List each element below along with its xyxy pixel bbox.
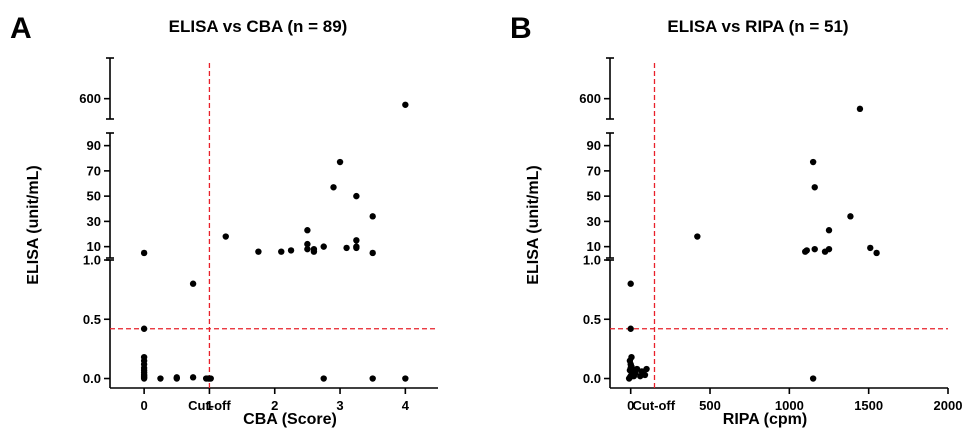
panel-letter-b: B [510, 12, 532, 45]
data-point-a [304, 245, 311, 253]
data-point-b [825, 245, 833, 253]
x-tick-label-1000-b: 1000 [775, 398, 804, 413]
y-tick-label-30-a: 30 [87, 214, 101, 229]
data-point-a [402, 375, 409, 382]
data-point-b [811, 184, 818, 191]
chart-title-a: ELISA vs CBA (n = 89) [169, 17, 348, 36]
data-point-a [369, 249, 376, 257]
y-tick-label-10-a: 10 [87, 239, 101, 254]
x-tick-label-4-a: 4 [402, 398, 410, 413]
data-point-a [189, 374, 197, 381]
x-tick-label-1-a: 1 [206, 398, 213, 413]
chart-title-b: ELISA vs RIPA (n = 51) [667, 17, 848, 36]
data-point-a [353, 192, 360, 200]
data-point-b [633, 365, 641, 373]
data-point-b [627, 280, 634, 287]
y-tick-label-0.0-b: 0.0 [583, 371, 601, 386]
data-point-b [628, 353, 635, 361]
data-point-a [278, 248, 285, 255]
data-point-a [287, 247, 295, 254]
y-tick-label-0.5-b: 0.5 [583, 312, 601, 327]
x-tick-label-0-b: 0 [627, 398, 634, 413]
data-point-a [255, 248, 262, 255]
panel-letter-a: A [10, 12, 32, 45]
data-point-b [627, 325, 634, 332]
x-axis-label-a: CBA (Score) [243, 411, 337, 428]
data-point-b [641, 371, 649, 379]
data-point-a [140, 353, 148, 361]
x-tick-label-1500-b: 1500 [854, 398, 883, 413]
data-point-a [353, 237, 360, 244]
data-point-a [369, 375, 376, 382]
y-tick-label-1.0-b: 1.0 [583, 253, 601, 268]
data-point-b [873, 249, 880, 257]
data-point-a [310, 245, 318, 253]
data-point-a [140, 249, 148, 257]
y-tick-label-70-a: 70 [87, 163, 101, 178]
data-point-a [369, 213, 376, 220]
x-tick-label-0-a: 0 [141, 398, 148, 413]
y-tick-label-1.0-a: 1.0 [83, 253, 101, 268]
cutoff-label-b: Cut-off [632, 398, 675, 413]
x-tick-label-500-b: 500 [699, 398, 721, 413]
data-point-a [330, 184, 337, 191]
data-point-a [304, 240, 311, 248]
data-point-b [643, 365, 650, 373]
data-point-b [809, 375, 817, 382]
x-tick-label-2-a: 2 [271, 398, 278, 413]
panel-b: B ELISA vs RIPA (n = 51) RIPA (cpm) ELIS… [510, 12, 962, 428]
x-axis-label-b: RIPA (cpm) [723, 411, 807, 428]
data-point-b [856, 105, 864, 113]
y-axis-label-a: ELISA (unit/mL) [25, 165, 42, 284]
y-tick-label-90-a: 90 [87, 138, 101, 153]
data-point-a [343, 244, 350, 252]
plot-area-b: 0.0 0.5 1.010 30 50 70 90 600 0 500 1000 1500 2000 Cu… [579, 57, 963, 413]
data-point-b [825, 227, 833, 234]
data-point-a [189, 280, 197, 287]
data-point-a [402, 101, 409, 108]
data-point-a [320, 243, 327, 250]
y-tick-label-90-b: 90 [587, 138, 601, 153]
y-tick-label-10-b: 10 [587, 239, 601, 254]
y-tick-label-600-b: 600 [579, 91, 601, 106]
data-point-b [811, 245, 818, 253]
data-point-a [207, 375, 214, 382]
data-point-a [222, 233, 229, 240]
data-point-a [140, 325, 148, 332]
y-axis-label-b: ELISA (unit/mL) [525, 165, 542, 284]
data-point-a [320, 375, 327, 382]
x-tick-label-2000-b: 2000 [934, 398, 963, 413]
cutoff-label-a: Cut-off [188, 398, 231, 413]
y-tick-label-0.0-a: 0.0 [83, 371, 101, 386]
y-tick-label-30-b: 30 [587, 214, 601, 229]
data-point-a [304, 227, 311, 234]
y-tick-label-70-b: 70 [587, 163, 601, 178]
data-point-b [867, 244, 874, 252]
y-tick-label-0.5-a: 0.5 [83, 312, 101, 327]
data-point-b [809, 158, 817, 166]
data-point-b [694, 233, 701, 240]
y-tick-label-600-a: 600 [79, 91, 101, 106]
data-point-b [803, 247, 810, 254]
data-point-a [173, 374, 180, 381]
data-point-b [847, 213, 854, 220]
y-tick-label-50-a: 50 [87, 189, 101, 204]
x-tick-label-3-a: 3 [336, 398, 343, 413]
y-tick-label-50-b: 50 [587, 189, 601, 204]
data-point-a [157, 375, 164, 382]
panel-a: A ELISA vs CBA (n = 89) CBA (Score) ELIS… [10, 12, 438, 428]
data-point-a [336, 158, 344, 166]
plot-area-a: 0.0 0.5 1.010 30 50 70 90 600 0 1 2 3 4 Cut-off [79, 57, 438, 413]
data-point-a [353, 243, 360, 250]
